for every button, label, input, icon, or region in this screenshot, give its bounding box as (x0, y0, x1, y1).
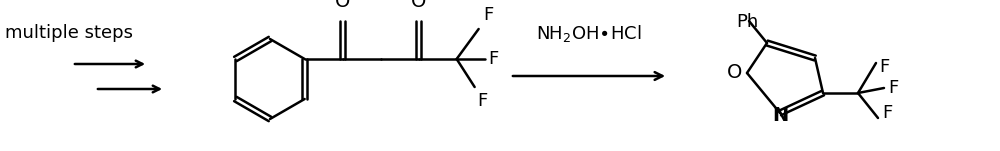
Text: F: F (478, 92, 488, 110)
Text: F: F (489, 50, 499, 68)
Text: F: F (879, 58, 889, 76)
Text: NH$_2$OH$\bullet$HCl: NH$_2$OH$\bullet$HCl (536, 22, 642, 43)
Text: F: F (484, 6, 494, 24)
Text: F: F (882, 104, 892, 122)
Text: multiple steps: multiple steps (5, 24, 133, 42)
Text: N: N (772, 106, 788, 125)
Text: O: O (411, 0, 426, 11)
Text: O: O (727, 64, 743, 82)
Text: F: F (888, 79, 898, 97)
Text: Ph: Ph (736, 13, 758, 31)
Text: O: O (335, 0, 350, 11)
